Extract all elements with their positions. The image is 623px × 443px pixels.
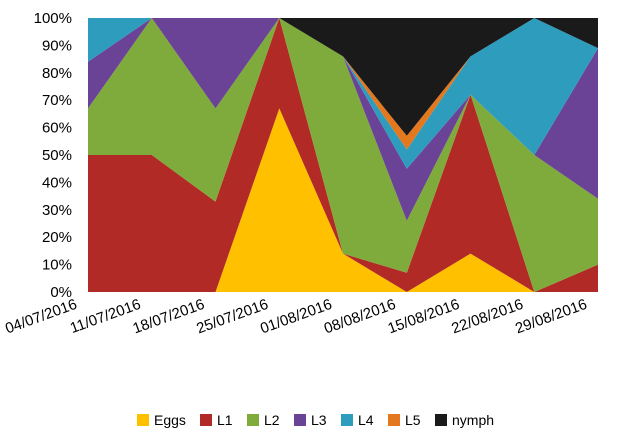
- x-tick-label: 29/08/2016: [513, 296, 589, 338]
- y-tick-label: 70%: [42, 92, 72, 109]
- area-series-l3: [88, 18, 598, 221]
- legend-swatch-l3: [294, 414, 306, 426]
- legend-label-l2: L2: [264, 412, 280, 428]
- legend-swatch-eggs: [137, 414, 149, 426]
- area-series-l2: [88, 18, 598, 292]
- legend-swatch-l5: [388, 414, 400, 426]
- area-series-eggs: [88, 108, 598, 293]
- legend-swatch-l1: [200, 414, 212, 426]
- y-tick-label: 90%: [42, 37, 72, 54]
- x-axis: 04/07/201611/07/201618/07/201625/07/2016…: [3, 296, 589, 338]
- x-tick-label: 01/08/2016: [258, 296, 334, 338]
- x-tick-label: 04/07/2016: [3, 296, 79, 338]
- y-tick-label: 20%: [42, 229, 72, 246]
- y-tick-label: 0%: [50, 284, 72, 301]
- legend-label-nymph: nymph: [452, 412, 494, 428]
- y-tick-label: 60%: [42, 120, 72, 137]
- legend-swatch-l4: [341, 414, 353, 426]
- y-tick-label: 40%: [42, 174, 72, 191]
- legend-label-l1: L1: [217, 412, 233, 428]
- y-axis: 0% 10% 20% 30% 40% 50% 60% 70% 80% 90% 100%: [34, 10, 72, 301]
- x-tick-label: 11/07/2016: [68, 296, 143, 337]
- x-tick-label: 18/07/2016: [131, 296, 207, 338]
- area-series-l1: [88, 18, 598, 292]
- x-tick-label: 08/08/2016: [322, 296, 398, 338]
- y-tick-label: 100%: [34, 10, 72, 27]
- x-tick-label: 25/07/2016: [194, 296, 270, 338]
- legend-swatch-l2: [247, 414, 259, 426]
- x-tick-label: 15/08/2016: [386, 296, 462, 338]
- legend-label-eggs: Eggs: [154, 412, 186, 428]
- plot-area: [88, 18, 598, 293]
- legend-label-l3: L3: [311, 412, 327, 428]
- y-tick-label: 10%: [42, 257, 72, 274]
- legend-label-l4: L4: [358, 412, 374, 428]
- y-tick-label: 50%: [42, 147, 72, 164]
- legend: Eggs L1 L2 L3 L4 L5 nymph: [137, 412, 494, 428]
- y-tick-label: 30%: [42, 202, 72, 219]
- y-tick-label: 80%: [42, 65, 72, 82]
- area-series-l4: [88, 18, 598, 169]
- legend-label-l5: L5: [405, 412, 421, 428]
- legend-swatch-nymph: [435, 414, 447, 426]
- area-series-nymph: [88, 18, 598, 136]
- x-tick-label: 22/08/2016: [449, 296, 525, 338]
